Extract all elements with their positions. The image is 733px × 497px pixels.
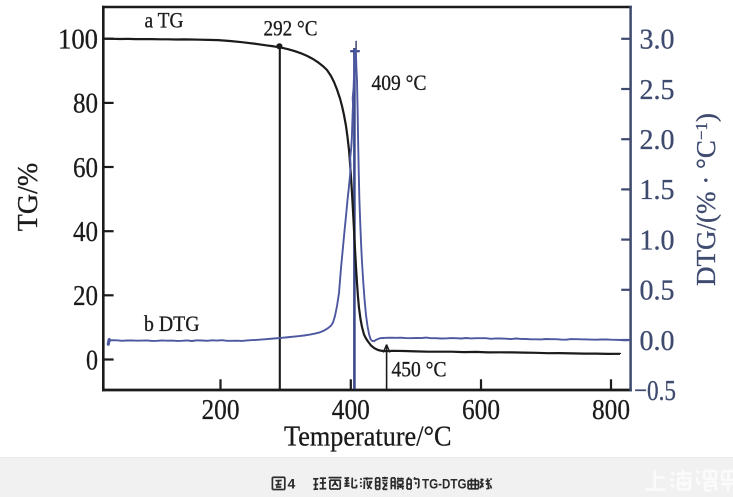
svg-text:292 °C: 292 °C	[264, 16, 318, 41]
svg-text:20: 20	[73, 280, 98, 312]
svg-text:200: 200	[202, 394, 240, 426]
svg-text:400: 400	[332, 394, 370, 426]
svg-text:0.0: 0.0	[640, 325, 675, 357]
svg-text:a TG: a TG	[145, 8, 184, 33]
svg-text:0: 0	[86, 344, 98, 376]
svg-text:1.0: 1.0	[640, 224, 675, 256]
svg-text:2.5: 2.5	[640, 74, 675, 106]
svg-text:800: 800	[592, 394, 630, 426]
svg-text:2.0: 2.0	[640, 124, 675, 156]
svg-text:0.5: 0.5	[640, 275, 675, 307]
svg-text:600: 600	[462, 394, 500, 426]
svg-text:60: 60	[73, 152, 98, 184]
svg-text:40: 40	[73, 216, 98, 248]
svg-text:TG/%: TG/%	[13, 163, 44, 231]
svg-text:DTG/(% · °C−1): DTG/(% · °C−1)	[691, 113, 721, 286]
svg-text:450 °C: 450 °C	[392, 357, 447, 382]
svg-text:4: 4	[288, 476, 296, 492]
svg-text:409 °C: 409 °C	[372, 70, 427, 95]
svg-text:−0.5: −0.5	[634, 375, 676, 407]
svg-text:TG-DTG: TG-DTG	[422, 477, 467, 492]
svg-text:1.5: 1.5	[640, 174, 675, 206]
svg-text:80: 80	[73, 88, 98, 120]
svg-text:Temperature/°C: Temperature/°C	[284, 421, 452, 453]
svg-text:3.0: 3.0	[640, 24, 675, 56]
svg-text:b DTG: b DTG	[144, 311, 200, 336]
svg-text:100: 100	[58, 24, 98, 56]
